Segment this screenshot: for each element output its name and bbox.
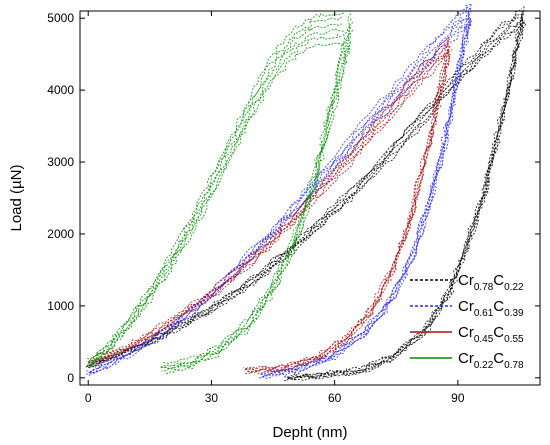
series-loading-curve	[90, 49, 453, 367]
x-tick-label: 90	[451, 391, 465, 405]
series-loading-curve	[88, 17, 473, 373]
series-loading-curve	[86, 16, 524, 368]
y-tick-label: 4000	[47, 83, 74, 97]
ticks-layer: 0 30 60 90 0 1000 2000 3000 4000 5000	[47, 11, 540, 405]
series-loading-curve	[86, 55, 449, 367]
series-unloading-curve	[161, 36, 352, 372]
legend-entry: Cr0.45C0.55	[458, 324, 524, 345]
series-unloading-curve	[242, 36, 450, 371]
legend-name_sub2: 0.78	[504, 360, 524, 371]
series-unloading-curve	[260, 7, 472, 375]
series-unloading-curve	[160, 18, 353, 368]
series-unloading-curve	[245, 50, 451, 374]
series-loading-curve	[89, 10, 523, 367]
series-layer	[85, 3, 527, 382]
legend-entry: Cr0.78C0.22	[458, 272, 524, 293]
series-loading-curve	[89, 3, 473, 374]
series-unloading-curve	[160, 29, 354, 370]
y-axis-title: Load (µN)	[8, 164, 25, 231]
y-tick-label: 5000	[47, 11, 74, 25]
legend-name_sub1: 0.45	[474, 334, 494, 345]
series-loading-curve	[89, 12, 470, 373]
legend-name_sub1: 0.22	[474, 360, 494, 371]
series-loading-curve	[86, 6, 469, 372]
legend-name_sub2: 0.55	[504, 334, 524, 345]
series-unloading-curve	[287, 6, 525, 379]
legend-entry: Cr0.61C0.39	[458, 298, 524, 319]
series-unloading-curve	[244, 46, 451, 374]
series-loading-curve	[87, 44, 450, 364]
legend-name_sub2: 0.22	[504, 282, 524, 293]
series-unloading-curve	[286, 23, 527, 381]
series-loading-curve	[89, 48, 450, 366]
legend-name_mid: C	[493, 298, 504, 315]
x-tick-label: 30	[205, 391, 219, 405]
legend-name_main: Cr	[458, 272, 474, 289]
series-0.45	[86, 36, 453, 375]
series-unloading-curve	[259, 23, 472, 379]
series-unloading-curve	[286, 18, 525, 381]
series-loading-curve	[88, 41, 449, 362]
series-0.78	[85, 6, 527, 382]
legend-name_mid: C	[493, 350, 504, 367]
legend-name_main: Cr	[458, 350, 474, 367]
series-loading-curve	[88, 8, 522, 364]
x-tick-label: 60	[328, 391, 342, 405]
legend-name_main: Cr	[458, 298, 474, 315]
y-tick-label: 0	[67, 371, 74, 385]
series-0.22	[86, 12, 354, 374]
series-unloading-curve	[164, 41, 351, 374]
series-0.61	[86, 3, 473, 379]
series-unloading-curve	[243, 52, 451, 375]
series-loading-curve	[86, 23, 472, 375]
legend-entry: Cr0.22C0.78	[458, 350, 524, 371]
series-loading-curve	[86, 33, 341, 366]
legend-name_mid: C	[493, 272, 504, 289]
legend-name_sub1: 0.61	[474, 308, 494, 319]
series-loading-curve	[87, 12, 345, 360]
legend-name_mid: C	[493, 324, 504, 341]
legend-name_main: Cr	[458, 324, 474, 341]
series-loading-curve	[88, 42, 345, 369]
x-tick-label: 0	[85, 391, 92, 405]
series-loading-curve	[88, 22, 525, 368]
series-loading-curve	[88, 23, 342, 364]
legend-name_sub1: 0.78	[474, 282, 494, 293]
y-tick-label: 3000	[47, 155, 74, 169]
series-unloading-curve	[259, 15, 472, 379]
x-axis-title: Depht (nm)	[272, 424, 347, 441]
y-tick-label: 1000	[47, 299, 74, 313]
series-loading-curve	[88, 19, 525, 368]
series-unloading-curve	[259, 10, 473, 376]
series-loading-curve	[87, 16, 343, 363]
series-unloading-curve	[283, 18, 523, 382]
series-unloading-curve	[284, 13, 524, 380]
series-unloading-curve	[244, 45, 450, 372]
legend-name_sub2: 0.39	[504, 308, 524, 319]
series-unloading-curve	[162, 13, 352, 365]
plot-frame	[79, 10, 541, 386]
series-unloading-curve	[160, 26, 352, 369]
y-tick-label: 2000	[47, 227, 74, 241]
series-unloading-curve	[286, 11, 524, 378]
series-unloading-curve	[245, 39, 449, 370]
series-loading-curve	[88, 28, 346, 367]
series-loading-curve	[88, 21, 472, 377]
legend: Cr0.78C0.22Cr0.61C0.39Cr0.45C0.55Cr0.22C…	[410, 272, 524, 371]
series-loading-curve	[88, 36, 449, 364]
series-unloading-curve	[263, 4, 472, 373]
